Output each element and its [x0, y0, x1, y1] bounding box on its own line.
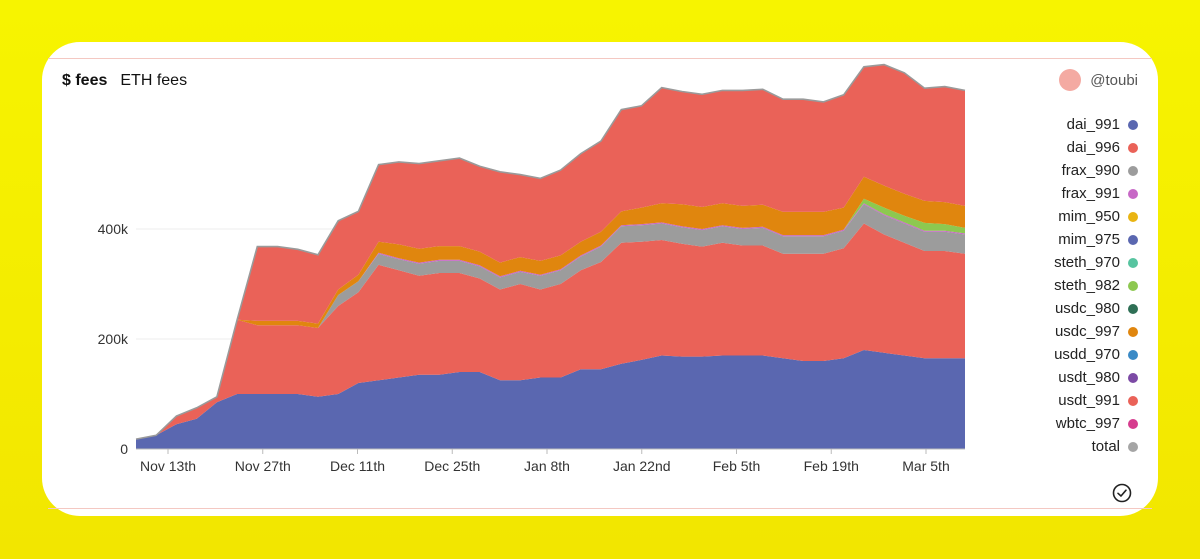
legend-item-steth_982[interactable]: steth_982 [1013, 274, 1138, 297]
legend-item-frax_990[interactable]: frax_990 [1013, 159, 1138, 182]
legend-item-wbtc_997[interactable]: wbtc_997 [1013, 412, 1138, 435]
x-tick-label: Jan 8th [524, 458, 570, 474]
x-tick-label: Dec 11th [330, 458, 385, 474]
legend-label: usdt_980 [1058, 369, 1120, 386]
legend-label: usdc_997 [1054, 323, 1120, 340]
x-tick-label: Feb 5th [713, 458, 760, 474]
legend-item-usdc_980[interactable]: usdc_980 [1013, 297, 1138, 320]
legend-swatch [1128, 280, 1138, 291]
x-tick-label: Feb 19th [804, 458, 859, 474]
legend-swatch [1128, 188, 1138, 199]
chart-card: $ fees ETH fees @toubi 0200k400kDuneNov … [42, 42, 1158, 516]
x-tick-label: Dec 25th [424, 458, 480, 474]
area-frax_990 [136, 204, 965, 440]
check-circle-icon[interactable] [1112, 483, 1132, 503]
legend-label: usdt_991 [1058, 392, 1120, 409]
legend-swatch [1128, 119, 1138, 130]
tab-usd-fees[interactable]: $ fees [62, 72, 108, 89]
legend-swatch [1128, 441, 1138, 452]
area-usdc_997 [136, 176, 965, 440]
legend-swatch [1128, 142, 1138, 153]
chart-panel: $ fees ETH fees @toubi 0200k400kDuneNov … [48, 58, 1152, 509]
tab-bar: $ fees ETH fees [62, 72, 187, 90]
author-handle: @toubi [1090, 71, 1138, 89]
legend-label: dai_996 [1066, 139, 1120, 156]
legend-label: dai_991 [1066, 116, 1120, 133]
legend-label: wbtc_997 [1055, 415, 1120, 432]
legend-item-total[interactable]: total [1013, 435, 1138, 458]
legend-item-usdd_970[interactable]: usdd_970 [1013, 343, 1138, 366]
legend-swatch [1128, 234, 1138, 245]
x-tick-label: Mar 5th [902, 458, 949, 474]
x-tick-label: Nov 27th [235, 458, 291, 474]
legend-label: frax_990 [1061, 162, 1120, 179]
legend-label: steth_982 [1054, 277, 1120, 294]
author[interactable]: @toubi [1059, 69, 1138, 91]
x-tick-label: Nov 13th [140, 458, 196, 474]
legend-item-usdt_991[interactable]: usdt_991 [1013, 389, 1138, 412]
area-usdt_991 [136, 64, 965, 440]
y-tick-label: 400k [98, 221, 129, 237]
total-outline [135, 63, 966, 440]
legend-label: mim_975 [1058, 231, 1120, 248]
area-dai_996 [136, 223, 965, 440]
legend-item-frax_991[interactable]: frax_991 [1013, 182, 1138, 205]
tab-eth-fees[interactable]: ETH fees [120, 72, 188, 89]
legend-item-steth_970[interactable]: steth_970 [1013, 251, 1138, 274]
legend-swatch [1128, 165, 1138, 176]
y-tick-label: 0 [120, 441, 128, 457]
legend-label: mim_950 [1058, 208, 1120, 225]
legend-swatch [1128, 257, 1138, 268]
legend-swatch [1128, 303, 1138, 314]
y-tick-label: 200k [98, 331, 129, 347]
legend-swatch [1128, 395, 1138, 406]
avatar [1059, 69, 1082, 91]
legend-item-mim_950[interactable]: mim_950 [1013, 205, 1138, 228]
legend-swatch [1128, 349, 1138, 360]
legend-item-mim_975[interactable]: mim_975 [1013, 228, 1138, 251]
legend-swatch [1128, 326, 1138, 337]
legend-label: total [1091, 438, 1120, 455]
legend-item-usdt_980[interactable]: usdt_980 [1013, 366, 1138, 389]
legend-label: usdc_980 [1054, 300, 1120, 317]
legend-swatch [1128, 372, 1138, 383]
legend-item-dai_991[interactable]: dai_991 [1013, 113, 1138, 136]
legend-label: frax_991 [1061, 185, 1120, 202]
legend-label: steth_970 [1054, 254, 1120, 271]
legend-label: usdd_970 [1054, 346, 1120, 363]
area-dai_991 [136, 350, 965, 449]
legend-swatch [1128, 211, 1138, 222]
legend-item-dai_996[interactable]: dai_996 [1013, 136, 1138, 159]
legend-item-usdc_997[interactable]: usdc_997 [1013, 320, 1138, 343]
legend-swatch [1128, 418, 1138, 429]
x-tick-label: Jan 22nd [613, 458, 671, 474]
